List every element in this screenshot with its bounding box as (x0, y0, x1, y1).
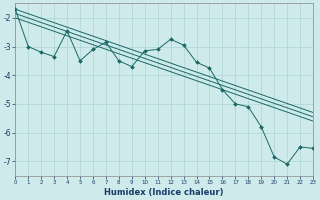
X-axis label: Humidex (Indice chaleur): Humidex (Indice chaleur) (104, 188, 224, 197)
